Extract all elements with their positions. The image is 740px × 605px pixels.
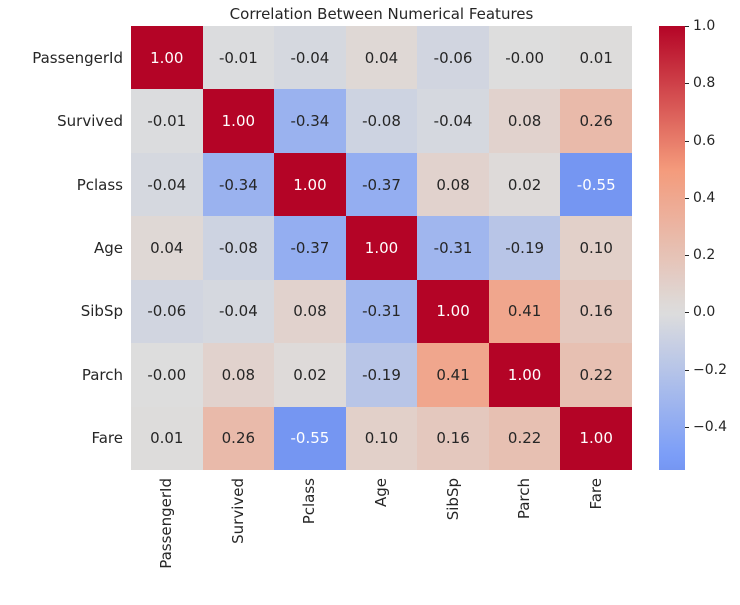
heatmap-cell: -0.01 (202, 26, 275, 90)
heatmap-cell: 0.22 (560, 343, 632, 407)
heatmap-cell: -0.34 (202, 152, 275, 217)
heatmap-cell: 0.10 (560, 216, 632, 280)
heatmap-cell: 0.08 (202, 343, 275, 407)
heatmap-cell: 1.00 (202, 89, 275, 153)
colorbar-tick (685, 197, 689, 199)
colorbar-tick-label: 0.4 (693, 189, 716, 206)
x-tick-label: PassengerId (157, 478, 176, 569)
colorbar-tick-label: 1.0 (693, 18, 716, 34)
colorbar-tick (685, 83, 689, 85)
heatmap-cell: 1.00 (131, 26, 203, 90)
heatmap-cell: 1.00 (488, 343, 561, 407)
heatmap-cell: 1.00 (560, 406, 632, 470)
colorbar-tick (685, 140, 689, 142)
heatmap-cell: -0.55 (560, 152, 632, 217)
heatmap-cell: -0.37 (345, 152, 418, 217)
colorbar-tick-label: 0.2 (693, 247, 716, 264)
heatmap-cell: -0.06 (417, 26, 489, 90)
heatmap-cell: 0.08 (417, 152, 489, 217)
heatmap-cell: -0.04 (417, 89, 489, 153)
colorbar-tick (685, 427, 689, 429)
heatmap-cell: -0.04 (131, 152, 203, 217)
heatmap-cell: 0.02 (274, 343, 346, 407)
heatmap-grid: 1.00 -0.01 -0.04 0.04 -0.06 -0.00 0.01 -0.01 1.0… (131, 26, 632, 470)
heatmap-cell: -0.34 (274, 89, 346, 153)
colorbar-tick (685, 369, 689, 371)
colorbar-tick (685, 312, 689, 314)
heatmap-cell: 0.26 (202, 406, 275, 470)
x-tick-label: Fare (586, 478, 605, 510)
colorbar-tick-label: −0.4 (693, 419, 727, 436)
heatmap-cell: 1.00 (417, 279, 489, 344)
colorbar-tick-label: 0.6 (693, 132, 716, 149)
heatmap-cell: 0.26 (560, 89, 632, 153)
heatmap-cell: 0.08 (274, 279, 346, 344)
colorbar-tick-label: 0.8 (693, 75, 716, 92)
heatmap-cell: -0.37 (274, 216, 346, 280)
heatmap-cell: 0.01 (131, 406, 203, 470)
colorbar-tick (685, 26, 689, 27)
heatmap-cell: -0.19 (488, 216, 561, 280)
heatmap-cell: 0.22 (488, 406, 561, 470)
heatmap-cell: -0.04 (274, 26, 346, 90)
heatmap-cell: 0.04 (345, 26, 418, 90)
colorbar-tick-label: −0.2 (693, 361, 727, 378)
y-tick-label: Survived (57, 112, 123, 131)
heatmap-cell: -0.19 (345, 343, 418, 407)
heatmap-cell: 1.00 (274, 152, 346, 217)
colorbar-tick-label: 0.0 (693, 304, 716, 321)
y-tick-label: Fare (91, 429, 123, 448)
heatmap-cell: 0.10 (345, 406, 418, 470)
heatmap-cell: 0.04 (131, 216, 203, 280)
x-tick-label: SibSp (443, 478, 462, 521)
y-tick-label: Pclass (76, 175, 123, 194)
heatmap-cell: -0.31 (417, 216, 489, 280)
heatmap-cell: -0.06 (131, 279, 203, 344)
colorbar (659, 26, 685, 470)
x-tick-label: Pclass (300, 478, 319, 525)
heatmap-cell: -0.01 (131, 89, 203, 153)
y-tick-label: Age (93, 239, 123, 257)
heatmap-cell: 0.02 (488, 152, 561, 217)
heatmap-cell: -0.04 (202, 279, 275, 344)
heatmap-cell: -0.08 (202, 216, 275, 280)
heatmap-cell: -0.08 (345, 89, 418, 153)
heatmap-cell: 0.41 (488, 279, 561, 344)
heatmap-cell: 1.00 (345, 216, 418, 280)
heatmap-cell: 0.08 (488, 89, 561, 153)
heatmap-cell: -0.00 (131, 343, 203, 407)
heatmap-cell: -0.55 (274, 406, 346, 470)
y-tick-label: SibSp (80, 302, 123, 321)
heatmap-cell: 0.01 (560, 26, 632, 90)
heatmap-cell: 0.16 (560, 279, 632, 344)
chart-title: Correlation Between Numerical Features (229, 5, 534, 23)
x-tick-label: Survived (228, 478, 247, 544)
y-tick-label: PassengerId (32, 48, 123, 67)
colorbar-tick (685, 255, 689, 257)
y-tick-label: Parch (81, 365, 123, 384)
heatmap-cell: -0.00 (488, 26, 561, 90)
heatmap-cell: 0.16 (417, 406, 489, 470)
heatmap-cell: -0.31 (345, 279, 418, 344)
x-tick-label: Age (372, 478, 390, 508)
heatmap-cell: 0.41 (417, 343, 489, 407)
x-tick-label: Parch (515, 478, 534, 520)
